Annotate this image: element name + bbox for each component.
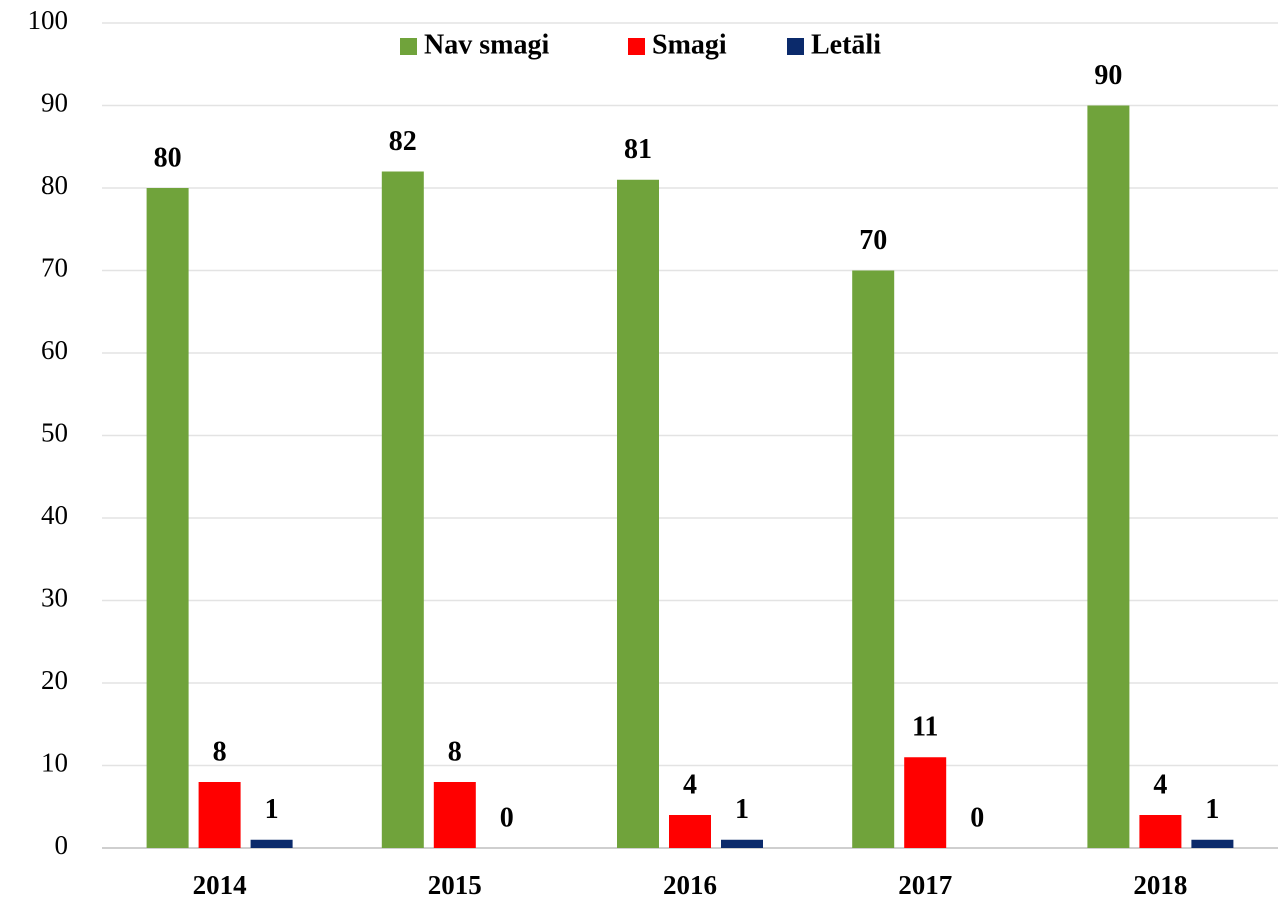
bar xyxy=(1087,105,1130,848)
bar xyxy=(1191,839,1234,848)
x-tick-label: 2015 xyxy=(428,870,482,900)
bar xyxy=(250,839,293,848)
bar xyxy=(852,270,895,848)
bar xyxy=(198,782,241,848)
value-label: 1 xyxy=(735,794,749,825)
y-tick-label: 100 xyxy=(28,5,69,35)
value-label: 11 xyxy=(912,712,938,743)
x-tick-label: 2014 xyxy=(193,870,247,900)
legend-swatch xyxy=(400,38,417,55)
y-tick-label: 20 xyxy=(41,665,68,695)
value-label: 8 xyxy=(448,736,462,767)
value-label: 4 xyxy=(683,769,697,800)
value-label: 8 xyxy=(213,736,227,767)
x-tick-label: 2017 xyxy=(898,870,952,900)
value-label: 90 xyxy=(1094,60,1122,91)
bar xyxy=(146,188,189,848)
y-tick-label: 50 xyxy=(41,418,68,448)
y-tick-label: 0 xyxy=(55,830,69,860)
y-tick-label: 80 xyxy=(41,170,68,200)
legend-swatch xyxy=(628,38,645,55)
y-tick-label: 70 xyxy=(41,253,68,283)
y-tick-label: 40 xyxy=(41,500,68,530)
y-tick-label: 90 xyxy=(41,88,68,118)
value-label: 82 xyxy=(389,126,417,157)
bar xyxy=(381,171,424,848)
y-tick-label: 10 xyxy=(41,748,68,778)
value-label: 0 xyxy=(970,802,984,833)
bar xyxy=(617,179,659,848)
bar xyxy=(904,757,947,848)
bar xyxy=(669,815,711,848)
value-label: 1 xyxy=(1205,794,1219,825)
value-label: 70 xyxy=(859,225,887,256)
value-label: 4 xyxy=(1153,769,1167,800)
value-label: 1 xyxy=(265,794,279,825)
bar xyxy=(433,782,476,848)
value-label: 80 xyxy=(154,142,182,173)
y-tick-label: 30 xyxy=(41,583,68,613)
legend-label: Nav smagi xyxy=(424,29,549,60)
value-label: 0 xyxy=(500,802,514,833)
value-label: 81 xyxy=(624,134,652,165)
legend-label: Letāli xyxy=(811,29,881,60)
x-tick-label: 2016 xyxy=(663,870,717,900)
x-tick-label: 2018 xyxy=(1133,870,1187,900)
bar xyxy=(721,839,763,848)
y-tick-label: 60 xyxy=(41,335,68,365)
bar xyxy=(1139,815,1182,848)
legend-swatch xyxy=(787,38,804,55)
legend-label: Smagi xyxy=(652,29,727,60)
